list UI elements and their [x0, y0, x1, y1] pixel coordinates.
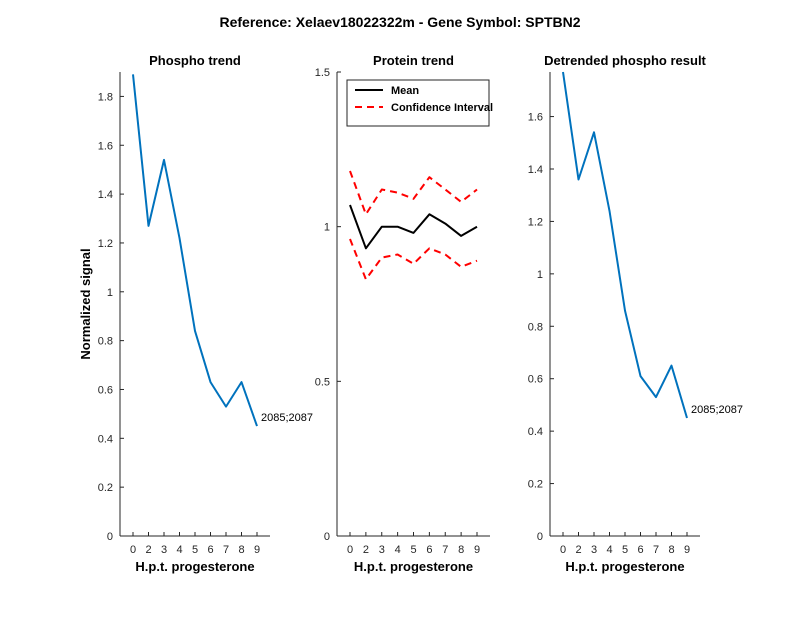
- panel-1: Phospho trend 0 0.2 0.4 0.6 0.8 1 1.2 1.4 1.6 1.8 0…: [78, 53, 313, 574]
- legend-label: Mean: [391, 85, 419, 97]
- x-tick-label: 2: [575, 544, 581, 556]
- x-tick-label: 0: [347, 544, 353, 556]
- y-tick-label: 0: [324, 531, 330, 543]
- x-axis-label: H.p.t. progesterone: [135, 559, 254, 574]
- x-tick-label: 0: [560, 544, 566, 556]
- x-tick-label: 0: [130, 544, 136, 556]
- x-tick-label: 8: [238, 544, 244, 556]
- x-tick-label: 7: [653, 544, 659, 556]
- x-tick-label: 3: [591, 544, 597, 556]
- x-tick-label: 7: [223, 544, 229, 556]
- y-tick-label: 0.8: [98, 336, 113, 348]
- y-tick-label: 1: [324, 222, 330, 234]
- y-tick-label: 1: [107, 287, 113, 299]
- x-tick-label: 9: [474, 544, 480, 556]
- y-tick-label: 1.4: [528, 164, 543, 176]
- y-tick-label: 1.8: [98, 91, 113, 103]
- series-line-1: [132, 74, 258, 427]
- y-tick-label: 1: [537, 269, 543, 281]
- y-tick-label: 0.6: [98, 384, 113, 396]
- x-tick-label: 2: [145, 544, 151, 556]
- legend-box: [346, 79, 490, 127]
- series-line-1: [349, 204, 478, 250]
- series-line-3: [349, 238, 478, 281]
- series-line-2: [349, 170, 478, 216]
- x-tick-label: 6: [207, 544, 213, 556]
- x-tick-label: 2: [363, 544, 369, 556]
- series-end-label: 2085;2087: [691, 404, 743, 416]
- panel-3: Detrended phospho result 0 0.2 0.4 0.6 0.8 1 1.…: [528, 53, 743, 574]
- x-tick-label: 7: [442, 544, 448, 556]
- y-tick-label: 0: [537, 531, 543, 543]
- x-tick-label: 3: [161, 544, 167, 556]
- x-tick-label: 5: [410, 544, 416, 556]
- y-tick-label: 0.4: [528, 426, 543, 438]
- series-line-1: [562, 71, 688, 419]
- x-tick-label: 5: [622, 544, 628, 556]
- figure-title: Reference: Xelaev18022322m - Gene Symbol…: [219, 14, 581, 30]
- y-tick-label: 1.4: [98, 189, 113, 201]
- panel-title: Protein trend: [373, 53, 454, 68]
- x-tick-label: 6: [637, 544, 643, 556]
- y-tick-label: 1.6: [98, 140, 113, 152]
- series-end-label: 2085;2087: [261, 412, 313, 424]
- x-tick-label: 4: [176, 544, 182, 556]
- y-tick-label: 0.4: [98, 433, 113, 445]
- x-axis-label: H.p.t. progesterone: [354, 559, 473, 574]
- panel-title: Phospho trend: [149, 53, 241, 68]
- x-tick-label: 6: [426, 544, 432, 556]
- y-tick-label: 0.8: [528, 321, 543, 333]
- x-tick-label: 4: [606, 544, 612, 556]
- x-tick-label: 3: [379, 544, 385, 556]
- x-tick-label: 5: [192, 544, 198, 556]
- legend-label: Confidence Interval: [391, 102, 493, 114]
- x-tick-label: 8: [458, 544, 464, 556]
- x-tick-label: 4: [395, 544, 401, 556]
- y-tick-label: 1.2: [98, 238, 113, 250]
- y-tick-label: 1.2: [528, 216, 543, 228]
- y-tick-label: 0.5: [315, 376, 330, 388]
- x-tick-label: 9: [254, 544, 260, 556]
- x-tick-label: 8: [668, 544, 674, 556]
- panel-title: Detrended phospho result: [544, 53, 706, 68]
- y-tick-label: 0: [107, 531, 113, 543]
- y-tick-label: 1.5: [315, 67, 330, 79]
- x-tick-label: 9: [684, 544, 690, 556]
- y-tick-label: 1.6: [528, 112, 543, 124]
- x-axis-label: H.p.t. progesterone: [565, 559, 684, 574]
- y-tick-label: 0.6: [528, 374, 543, 386]
- y-axis-label: Normalized signal: [78, 248, 93, 359]
- y-tick-label: 0.2: [528, 479, 543, 491]
- y-tick-label: 0.2: [98, 482, 113, 494]
